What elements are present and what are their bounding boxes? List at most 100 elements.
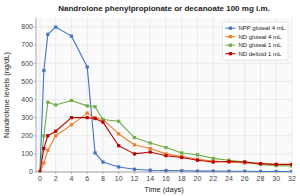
series-marker bbox=[212, 169, 215, 172]
series-marker bbox=[275, 163, 278, 166]
series-marker bbox=[46, 33, 49, 36]
y-tick-label: 600 bbox=[21, 60, 33, 67]
series-marker bbox=[196, 159, 199, 162]
legend-marker bbox=[229, 35, 232, 38]
series-marker bbox=[196, 169, 199, 172]
series-marker bbox=[93, 116, 96, 119]
series-marker bbox=[227, 160, 230, 163]
page: {"chart_data": { "type": "line", "title"… bbox=[0, 0, 300, 196]
x-tick-label: 26 bbox=[241, 175, 249, 182]
series-marker bbox=[70, 123, 73, 126]
x-axis-label: Time (days) bbox=[144, 185, 184, 194]
series-marker bbox=[259, 162, 262, 165]
series-marker bbox=[180, 156, 183, 159]
series-marker bbox=[243, 161, 246, 164]
series-line bbox=[40, 113, 292, 172]
y-tick-label: 0 bbox=[29, 168, 33, 175]
x-tick-label: 6 bbox=[85, 175, 89, 182]
grid bbox=[36, 18, 292, 172]
series-marker bbox=[38, 170, 41, 172]
series-line bbox=[40, 100, 292, 172]
series-marker bbox=[164, 154, 167, 157]
x-tick-label: 4 bbox=[69, 175, 73, 182]
x-tick-label: 10 bbox=[115, 175, 123, 182]
legend-marker bbox=[229, 52, 232, 55]
series-marker bbox=[212, 160, 215, 163]
x-grid-line bbox=[292, 18, 293, 172]
x-grid-line bbox=[197, 18, 198, 172]
series-marker bbox=[46, 149, 49, 152]
series-marker bbox=[180, 155, 183, 158]
y-tick-label: 700 bbox=[21, 41, 33, 48]
series-marker bbox=[46, 134, 49, 137]
series-marker bbox=[38, 170, 41, 172]
series-marker bbox=[133, 136, 136, 139]
series-marker bbox=[117, 120, 120, 123]
series-marker bbox=[243, 160, 246, 163]
y-grid-line bbox=[36, 99, 292, 100]
series-marker bbox=[196, 158, 199, 161]
y-tick-label: 800 bbox=[21, 23, 33, 30]
series-marker bbox=[164, 169, 167, 172]
series-marker bbox=[42, 134, 45, 137]
series-marker bbox=[196, 153, 199, 156]
series-marker bbox=[164, 146, 167, 149]
y-grid-line bbox=[36, 63, 292, 64]
x-grid-line bbox=[71, 18, 72, 172]
series-marker bbox=[259, 170, 262, 172]
series-marker bbox=[86, 112, 89, 115]
series-marker bbox=[70, 116, 73, 119]
legend-marker bbox=[229, 44, 232, 47]
legend-label: NPP gluteal 4 mL bbox=[238, 25, 285, 31]
series-marker bbox=[149, 147, 152, 150]
series-marker bbox=[227, 170, 230, 172]
x-tick-label: 8 bbox=[101, 175, 105, 182]
series-marker bbox=[38, 170, 41, 172]
series-marker bbox=[259, 163, 262, 166]
y-tick-label: 500 bbox=[21, 78, 33, 85]
series-marker bbox=[259, 162, 262, 165]
legend: NPP gluteal 4 mLND gluteal 4 mLND glutea… bbox=[222, 22, 288, 60]
x-tick-label: 28 bbox=[257, 175, 265, 182]
series-marker bbox=[180, 151, 183, 154]
series-marker bbox=[117, 165, 120, 168]
series-marker bbox=[149, 150, 152, 153]
series-marker bbox=[86, 65, 89, 68]
x-tick-label: 12 bbox=[131, 175, 139, 182]
x-tick-label: 20 bbox=[194, 175, 202, 182]
x-grid-line bbox=[134, 18, 135, 172]
x-grid-line bbox=[55, 18, 56, 172]
y-tick-label: 200 bbox=[21, 132, 33, 139]
plot-data bbox=[38, 25, 292, 172]
x-tick-label: 24 bbox=[225, 175, 233, 182]
series-marker bbox=[133, 143, 136, 146]
legend-label: ND gluteal 1 mL bbox=[238, 42, 282, 48]
title: Nandrolone phenylpropionate or decanoate… bbox=[58, 4, 270, 13]
series-marker bbox=[86, 116, 89, 119]
x-grid-line bbox=[118, 18, 119, 172]
series-marker bbox=[275, 170, 278, 172]
series-marker bbox=[54, 25, 57, 28]
legend-label: ND deltoid 1 mL bbox=[238, 51, 282, 57]
series-line bbox=[40, 118, 292, 172]
series-marker bbox=[70, 35, 73, 38]
series-marker bbox=[117, 132, 120, 135]
series-marker bbox=[54, 130, 57, 133]
series-marker bbox=[54, 134, 57, 137]
plot-background bbox=[36, 18, 292, 172]
series-marker bbox=[149, 169, 152, 172]
series-marker bbox=[70, 99, 73, 102]
series-marker bbox=[117, 144, 120, 147]
series-marker bbox=[133, 168, 136, 171]
series-marker bbox=[54, 103, 57, 106]
y-tick-label: 400 bbox=[21, 96, 33, 103]
series-marker bbox=[180, 169, 183, 172]
y-axis-line bbox=[36, 18, 37, 172]
series-marker bbox=[38, 170, 41, 172]
series-marker bbox=[212, 157, 215, 160]
y-grid-line bbox=[36, 135, 292, 136]
series-marker bbox=[243, 160, 246, 163]
series-marker bbox=[42, 147, 45, 150]
series-marker bbox=[42, 161, 45, 164]
x-tick-label: 14 bbox=[146, 175, 154, 182]
